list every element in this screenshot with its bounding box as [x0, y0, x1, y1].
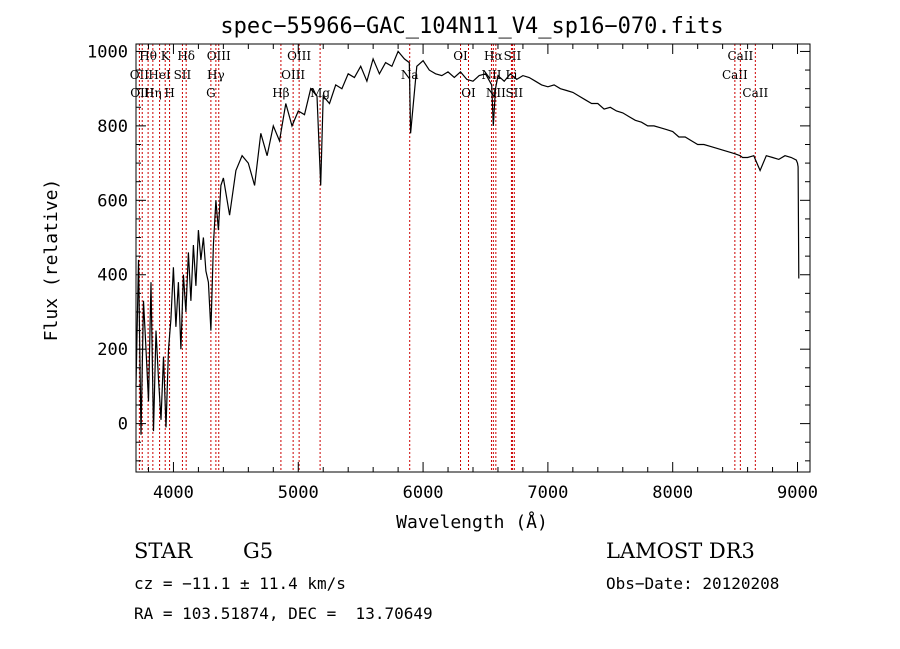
line-label-7: SII	[174, 68, 192, 82]
line-label-25: CaII	[722, 68, 748, 82]
x-axis-label: Wavelength (Å)	[396, 511, 548, 533]
plot-frame	[135, 43, 811, 473]
x-tick-label-4: 8000	[652, 483, 693, 503]
x-tick-label-0: 4000	[153, 483, 194, 503]
x-tick-label-2: 6000	[403, 483, 444, 503]
spectrum-line	[135, 50, 800, 435]
line-label-10: Hγ	[207, 68, 225, 82]
line-label-26: CaII	[727, 49, 753, 63]
y-axis-label: Flux (relative)	[41, 179, 62, 342]
spectrum-series	[135, 50, 800, 435]
y-tick-label-2: 400	[97, 266, 128, 286]
line-label-20: Hα	[484, 49, 503, 63]
line-label-12: Hβ	[272, 86, 289, 100]
line-label-14: OIII	[287, 49, 311, 63]
object-class: STAR	[134, 539, 193, 563]
line-label-24: SII	[505, 86, 523, 100]
line-label-17: OI	[453, 49, 468, 63]
redshift-cz: cz = −11.1 ± 11.4 km/s	[134, 574, 346, 593]
line-label-13: OIII	[281, 68, 305, 82]
line-label-23: SII	[504, 49, 522, 63]
line-label-21: NII	[486, 86, 506, 100]
ra-dec: RA = 103.51874, DEC = 13.70649	[134, 604, 433, 623]
axes: 4000 5000 6000 7000 8000 9000 0 200 400 600 800 100…	[87, 42, 818, 503]
survey-name: LAMOST DR3	[606, 539, 755, 563]
line-label-15: Mg	[310, 86, 330, 100]
chart-title: spec−55966−GAC_104N11_V4_sp16−070.fits	[220, 14, 723, 39]
x-tick-label-1: 5000	[278, 483, 319, 503]
line-label-3: Hη	[144, 86, 162, 100]
line-label-9: G	[206, 86, 216, 100]
y-tick-label-3: 600	[97, 191, 128, 211]
x-tick-label-5: 9000	[777, 483, 818, 503]
line-label-27: CaII	[742, 86, 768, 100]
line-label-11: OIII	[207, 49, 231, 63]
y-tick-label-5: 1000	[87, 42, 128, 62]
observation-date: Obs−Date: 20120208	[606, 574, 780, 593]
y-tick-label-4: 800	[97, 117, 128, 137]
line-label-6: H	[164, 86, 174, 100]
line-label-4: HeI	[148, 68, 171, 82]
line-label-8: Hδ	[177, 49, 195, 63]
line-label-0: OII	[130, 68, 150, 82]
x-tick-label-3: 7000	[527, 483, 568, 503]
y-tick-label-1: 200	[97, 340, 128, 360]
y-tick-label-0: 0	[118, 415, 128, 435]
line-label-5: K	[161, 49, 171, 63]
line-label-19: NII	[481, 68, 501, 82]
line-label-18: OI	[461, 86, 476, 100]
line-markers: OIIOIIIHθHηHeIKHSIIHδGHγOIIIHβOIIIOIIIMg…	[130, 44, 768, 472]
object-subclass: G5	[243, 539, 274, 563]
